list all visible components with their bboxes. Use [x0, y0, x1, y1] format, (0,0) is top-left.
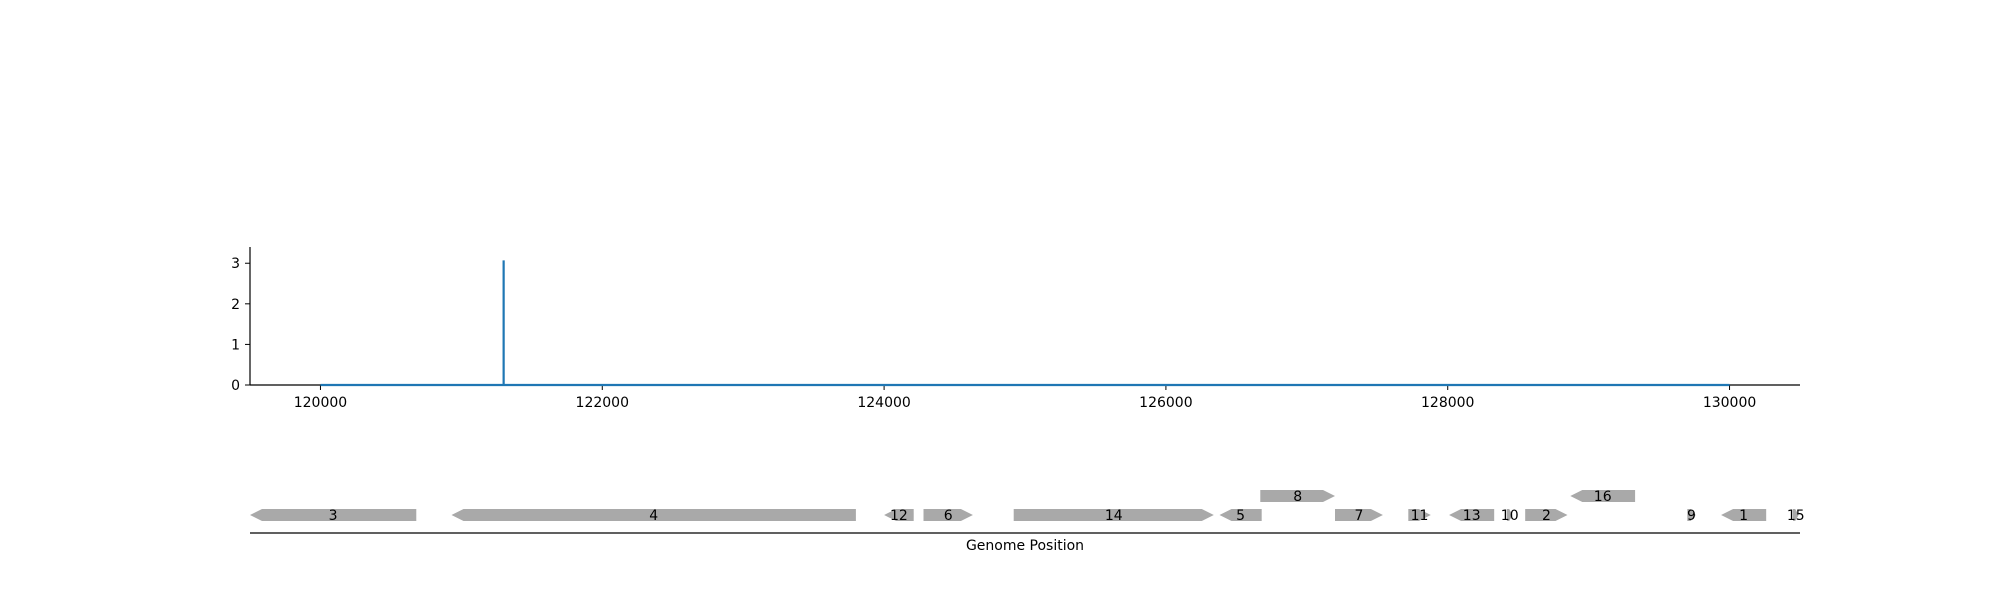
- gene-arrow: [1260, 490, 1335, 502]
- gene-feature: 1: [1721, 508, 1767, 524]
- gene-arrow: [884, 509, 914, 521]
- gene-arrow: [1793, 509, 1799, 521]
- gene-label: 10: [1501, 508, 1519, 524]
- gene-label: 16: [1594, 489, 1612, 505]
- gene-label: 6: [944, 508, 953, 524]
- gene-label: 13: [1463, 508, 1481, 524]
- gene-arrow: [1449, 509, 1495, 521]
- gene-arrow: [923, 509, 973, 521]
- gene-arrow: [1687, 509, 1696, 521]
- gene-feature: 2: [1525, 508, 1568, 524]
- gene-arrow: [451, 509, 856, 521]
- gene-label: 8: [1293, 489, 1302, 505]
- x-axis-ticks: 120000 122000 124000 126000 128000 130000: [294, 385, 1756, 411]
- gene-feature: 5: [1219, 508, 1262, 524]
- y-tick-label: 0: [231, 378, 240, 394]
- coverage-plot: 0 1 2 3 120000 122000 124000 126000 128000 13000…: [231, 247, 1800, 411]
- gene-features: 3 4 12 6 14 5 8 7 11 13 10 2 16 9 1 15: [250, 489, 1805, 524]
- gene-label: 15: [1787, 508, 1805, 524]
- gene-feature: 9: [1687, 508, 1696, 524]
- gene-label: 3: [329, 508, 338, 524]
- gene-arrow: [1570, 490, 1636, 502]
- gene-feature: 15: [1787, 508, 1805, 524]
- x-tick-label: 120000: [294, 395, 347, 411]
- gene-arrow: [1525, 509, 1568, 521]
- x-tick-label: 126000: [1139, 395, 1192, 411]
- gene-arrow: [1013, 509, 1214, 521]
- gene-arrow: [1219, 509, 1262, 521]
- y-tick-label: 1: [231, 337, 240, 353]
- gene-feature: 8: [1260, 489, 1335, 505]
- gene-feature: 12: [884, 508, 914, 524]
- gene-feature: 7: [1335, 508, 1383, 524]
- gene-arrow: [250, 509, 417, 521]
- gene-label: 2: [1542, 508, 1551, 524]
- y-axis-ticks: 0 1 2 3: [231, 256, 250, 394]
- gene-label: 14: [1105, 508, 1123, 524]
- gene-feature: 3: [250, 508, 417, 524]
- gene-feature: 16: [1570, 489, 1636, 505]
- gene-label: 9: [1687, 508, 1696, 524]
- x-tick-label: 122000: [576, 395, 629, 411]
- gene-map: 3 4 12 6 14 5 8 7 11 13 10 2 16 9 1 15 Genome Position: [250, 489, 1805, 554]
- gene-label: 11: [1411, 508, 1429, 524]
- gene-feature: 14: [1013, 508, 1214, 524]
- y-tick-label: 2: [231, 297, 240, 313]
- gene-arrow: [1506, 509, 1513, 521]
- gene-arrow: [1335, 509, 1383, 521]
- gene-label: 12: [890, 508, 908, 524]
- x-axis-label: Genome Position: [966, 538, 1084, 554]
- gene-arrow: [1408, 509, 1431, 521]
- gene-feature: 4: [451, 508, 856, 524]
- gene-arrow: [1721, 509, 1767, 521]
- gene-label: 4: [649, 508, 658, 524]
- gene-feature: 6: [923, 508, 973, 524]
- gene-feature: 10: [1501, 508, 1519, 524]
- gene-label: 5: [1236, 508, 1245, 524]
- gene-label: 7: [1355, 508, 1364, 524]
- x-tick-label: 128000: [1421, 395, 1474, 411]
- gene-label: 1: [1739, 508, 1748, 524]
- gene-feature: 13: [1449, 508, 1495, 524]
- gene-feature: 11: [1408, 508, 1431, 524]
- y-tick-label: 3: [231, 256, 240, 272]
- coverage-line: [320, 260, 1730, 387]
- x-tick-label: 130000: [1703, 395, 1756, 411]
- x-tick-label: 124000: [857, 395, 910, 411]
